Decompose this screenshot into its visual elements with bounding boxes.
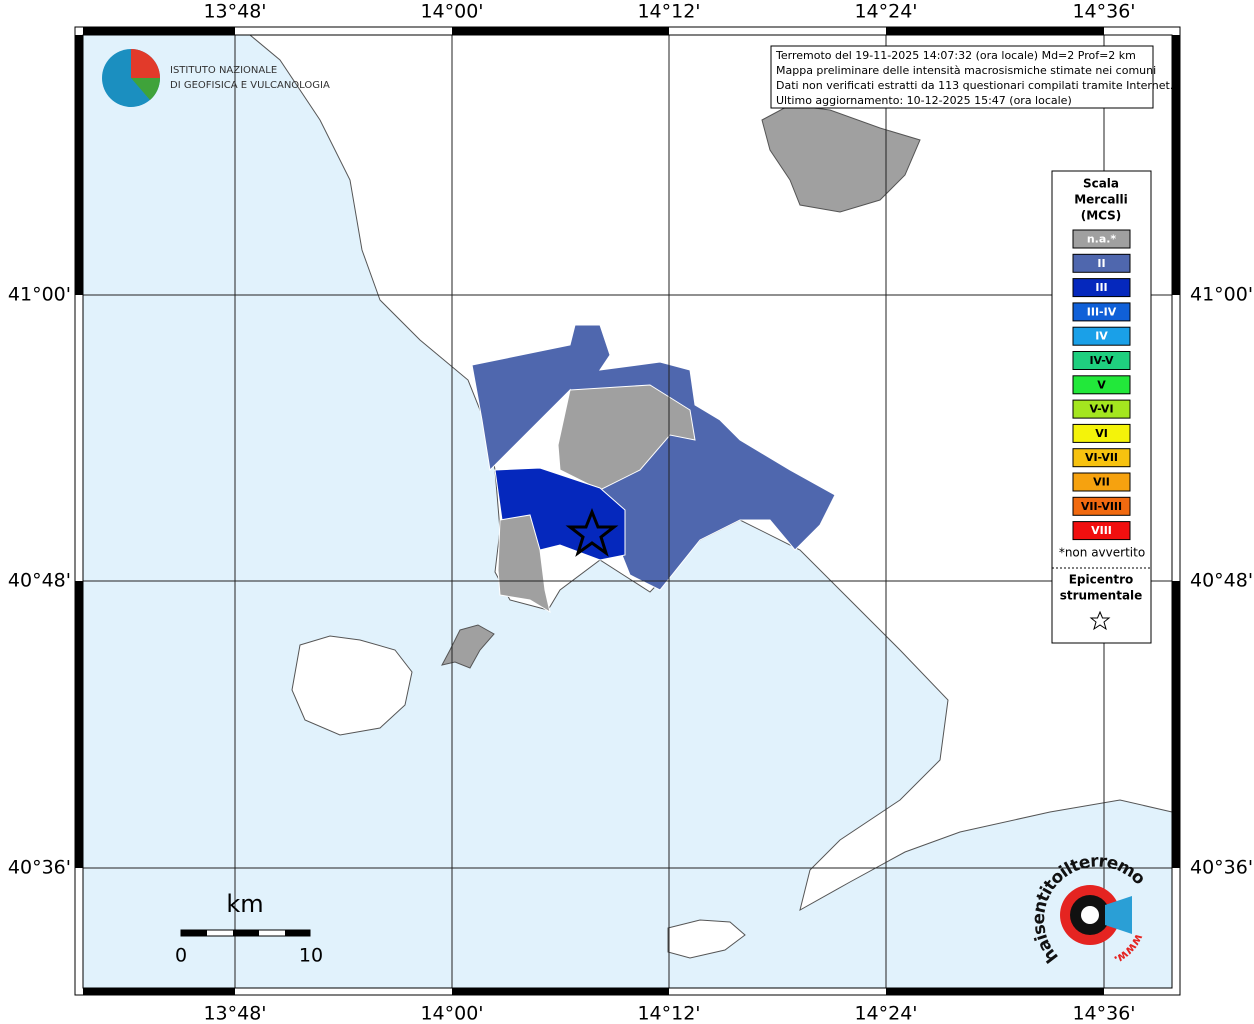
lat-label: 41°00' [8, 284, 71, 306]
scale-label: 10 [299, 945, 323, 967]
legend-swatch [1072, 521, 1131, 541]
lat-label: 40°36' [8, 857, 71, 879]
legend-label: n.a.* [1087, 233, 1117, 246]
legend-label: V-VI [1089, 403, 1113, 416]
institute-line: ISTITUTO NAZIONALE [170, 65, 277, 76]
legend-label: VII-VIII [1081, 500, 1122, 513]
region-gray [557, 384, 696, 491]
legend-star [1089, 610, 1111, 631]
legend-title: Scala [1083, 177, 1119, 191]
legend-label: VII [1093, 476, 1110, 489]
lat-label: 40°48' [1190, 570, 1253, 592]
legend-label: IV [1095, 330, 1108, 343]
lon-label: 14°00' [420, 1003, 483, 1024]
info-line: Ultimo aggiornamento: 10-12-2025 15:47 (… [776, 94, 1072, 107]
epicenter [565, 507, 619, 557]
legend-swatch [1072, 278, 1131, 298]
legend-title: Mercalli [1074, 193, 1128, 207]
lat-label: 40°48' [8, 570, 71, 592]
ischia [291, 635, 413, 736]
legend-swatch [1072, 448, 1131, 468]
legend-label: VIII [1091, 524, 1112, 537]
legend-swatch [1072, 302, 1131, 322]
legend-epicenter: strumentale [1060, 589, 1143, 603]
institute-line: DI GEOFISICA E VULCANOLOGIA [170, 80, 330, 91]
legend-swatch [1072, 375, 1131, 395]
legend-label: VI [1095, 427, 1108, 440]
legend-label: IV-V [1089, 354, 1114, 367]
lon-label: 14°24' [854, 1, 917, 23]
region-gray [761, 104, 921, 213]
info-line: Terremoto del 19-11-2025 14:07:32 (ora l… [775, 49, 1136, 62]
scale-bar: km 0 10 [175, 890, 323, 967]
legend-label: V [1097, 378, 1106, 391]
lat-label: 40°36' [1190, 857, 1253, 879]
lon-label: 14°24' [854, 1003, 917, 1024]
lon-label: 14°00' [420, 1, 483, 23]
scale-unit: km [226, 890, 263, 918]
legend-swatch [1072, 423, 1131, 443]
info-line: Dati non verificati estratti da 113 ques… [776, 79, 1173, 92]
legend-swatch [1072, 326, 1131, 346]
lon-label: 14°12' [637, 1003, 700, 1024]
info-box [770, 45, 1154, 109]
legend-note: *non avvertito [1059, 546, 1145, 560]
procida [441, 624, 495, 669]
legend-swatch [1072, 253, 1131, 273]
capri [667, 919, 746, 959]
legend-swatch [1072, 399, 1131, 419]
lon-label: 13°48' [203, 1, 266, 23]
legend-label: III [1095, 281, 1107, 294]
info-line: Mappa preliminare delle intensità macros… [776, 64, 1156, 77]
scale-label: 0 [175, 945, 187, 967]
legend-swatch [1072, 229, 1131, 249]
lat-label: 41°00' [1190, 284, 1253, 306]
legend-label: III-IV [1087, 305, 1117, 318]
legend-swatch [1072, 496, 1131, 516]
region-gray [497, 514, 551, 614]
ingv-logo: ISTITUTO NAZIONALE DI GEOFISICA E VULCAN… [102, 49, 330, 107]
legend-swatch [1072, 351, 1131, 370]
legend-swatch [1072, 472, 1131, 492]
legend-label: II [1097, 257, 1105, 270]
legend-label: VI-VII [1085, 451, 1118, 464]
lon-label: 13°48' [203, 1003, 266, 1024]
legend-epicenter: Epicentro [1069, 573, 1134, 587]
lon-label: 14°36' [1072, 1, 1135, 23]
lon-label: 14°12' [637, 1, 700, 23]
legend-title: (MCS) [1081, 209, 1122, 223]
lon-label: 14°36' [1072, 1003, 1135, 1024]
frame [74, 26, 1181, 996]
